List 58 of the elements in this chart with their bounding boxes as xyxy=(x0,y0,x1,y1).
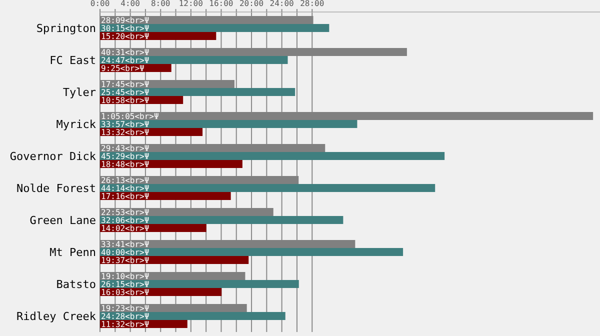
data-label: 1:05:05<br>Ψ xyxy=(101,112,159,121)
bar xyxy=(100,312,286,320)
bar xyxy=(100,120,358,128)
data-label: 24:28<br>Ψ xyxy=(101,312,150,321)
data-label: 30:15<br>Ψ xyxy=(101,24,150,33)
bar xyxy=(100,280,299,288)
data-label: 24:47<br>Ψ xyxy=(101,56,150,65)
x-tick-label: 4:00 xyxy=(120,0,140,8)
data-label: 44:14<br>Ψ xyxy=(101,184,150,193)
data-label: 17:16<br>Ψ xyxy=(101,192,150,201)
data-label: 19:10<br>Ψ xyxy=(101,272,150,281)
bar xyxy=(100,56,288,64)
data-label: 11:32<br>Ψ xyxy=(101,320,150,329)
x-tick-label: 0:00 xyxy=(90,0,110,8)
data-label: 14:02<br>Ψ xyxy=(101,224,150,233)
y-tick-label: Batsto xyxy=(56,278,96,291)
bar xyxy=(100,88,296,96)
y-tick-label: Governor Dick xyxy=(10,150,96,163)
data-label: 33:41<br>Ψ xyxy=(101,240,150,249)
x-tick-label: 12:00 xyxy=(178,0,204,8)
x-tick-label: 28:00 xyxy=(300,0,324,8)
y-tick-label: Tyler xyxy=(62,86,96,99)
y-tick-label: Green Lane xyxy=(30,214,96,227)
y-tick-label: FC East xyxy=(50,54,96,67)
data-label: 45:29<br>Ψ xyxy=(101,152,150,161)
data-label: 33:57<br>Ψ xyxy=(101,120,150,129)
data-label: 17:45<br>Ψ xyxy=(101,80,150,89)
data-label: 40:00<br>Ψ xyxy=(101,248,150,257)
x-tick-label: 20:00 xyxy=(239,0,264,8)
data-label: 28:09<br>Ψ xyxy=(101,16,150,25)
data-label: 22:53<br>Ψ xyxy=(101,208,150,217)
bar xyxy=(100,152,445,160)
data-label: 25:45<br>Ψ xyxy=(101,88,150,97)
y-tick-label: Mt Penn xyxy=(50,246,96,259)
y-tick-label: Nolde Forest xyxy=(16,182,96,195)
data-label: 32:06<br>Ψ xyxy=(101,216,150,225)
data-label: 19:37<br>Ψ xyxy=(101,256,150,265)
bar xyxy=(100,24,330,32)
x-tick-label: 8:00 xyxy=(150,0,170,8)
data-label: 9:25<br>Ψ xyxy=(101,64,145,73)
data-label: 16:03<br>Ψ xyxy=(101,288,150,297)
data-label: 26:15<br>Ψ xyxy=(101,280,150,289)
data-label: 19:23<br>Ψ xyxy=(101,304,150,313)
bar xyxy=(100,248,404,256)
y-tick-label: Myrick xyxy=(56,118,96,131)
data-label: 40:31<br>Ψ xyxy=(101,48,150,57)
data-label: 10:58<br>Ψ xyxy=(101,96,150,105)
y-tick-label: Springton xyxy=(36,22,96,35)
x-tick-label: 16:00 xyxy=(209,0,234,8)
bar xyxy=(100,216,344,224)
data-label: 15:20<br>Ψ xyxy=(101,32,150,41)
data-label: 18:48<br>Ψ xyxy=(101,160,150,169)
x-tick-label: 24:00 xyxy=(270,0,294,8)
data-label: 29:43<br>Ψ xyxy=(101,144,150,153)
bar xyxy=(100,184,436,192)
y-tick-label: Ridley Creek xyxy=(16,310,96,323)
data-label: 13:32<br>Ψ xyxy=(101,128,150,137)
data-label: 26:13<br>Ψ xyxy=(101,176,150,185)
